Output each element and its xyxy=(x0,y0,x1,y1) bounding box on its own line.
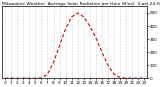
Text: Milwaukee Weather  Average Solar Radiation per Hour W/m2  (Last 24 Hours): Milwaukee Weather Average Solar Radiatio… xyxy=(2,2,160,6)
